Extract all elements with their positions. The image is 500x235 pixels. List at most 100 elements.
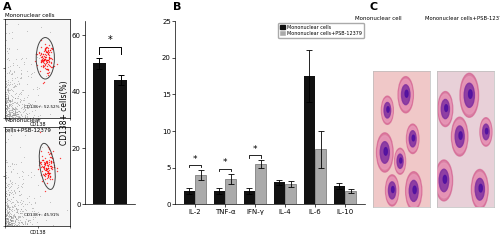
Circle shape bbox=[402, 85, 410, 105]
Point bbox=[22, 207, 30, 211]
Point bbox=[46, 174, 54, 178]
Point bbox=[8, 72, 16, 76]
Point bbox=[6, 188, 14, 192]
Point bbox=[4, 223, 12, 227]
Point bbox=[46, 155, 54, 159]
Point bbox=[10, 92, 18, 96]
Point bbox=[42, 59, 50, 63]
Point bbox=[2, 43, 10, 47]
Point bbox=[6, 211, 14, 214]
Point bbox=[46, 175, 54, 179]
Circle shape bbox=[394, 148, 406, 174]
Point bbox=[16, 190, 24, 193]
Point bbox=[9, 167, 17, 171]
Point bbox=[10, 113, 18, 117]
Point bbox=[6, 220, 14, 224]
Point bbox=[6, 98, 14, 102]
Point bbox=[14, 211, 22, 215]
Point bbox=[2, 176, 10, 180]
Point bbox=[4, 89, 12, 92]
Point bbox=[6, 185, 14, 188]
Point bbox=[11, 110, 19, 113]
Point bbox=[7, 169, 15, 173]
Point bbox=[38, 179, 46, 183]
Point bbox=[6, 222, 14, 226]
Bar bbox=[184, 191, 195, 204]
Point bbox=[46, 112, 54, 116]
Point bbox=[41, 161, 49, 164]
Point bbox=[7, 218, 15, 222]
Point bbox=[36, 130, 44, 134]
Point bbox=[40, 47, 48, 51]
Point bbox=[11, 113, 19, 117]
Point bbox=[18, 183, 26, 186]
Point bbox=[44, 174, 52, 177]
Point bbox=[40, 64, 48, 68]
Point bbox=[6, 104, 14, 108]
Point bbox=[8, 204, 16, 208]
Point bbox=[6, 207, 14, 211]
Point bbox=[16, 91, 24, 95]
Point bbox=[2, 97, 10, 100]
Point bbox=[8, 88, 16, 92]
Point bbox=[6, 220, 14, 224]
Point bbox=[44, 166, 52, 170]
Point bbox=[38, 60, 46, 63]
Circle shape bbox=[382, 96, 394, 124]
Point bbox=[3, 106, 11, 110]
Point bbox=[46, 171, 54, 174]
Point bbox=[41, 47, 49, 51]
Point bbox=[50, 163, 58, 167]
Point bbox=[17, 58, 25, 61]
Point bbox=[6, 110, 14, 114]
Point bbox=[5, 100, 13, 103]
Point bbox=[8, 218, 16, 222]
Point bbox=[4, 47, 12, 50]
Point bbox=[2, 107, 10, 111]
Point bbox=[8, 104, 16, 108]
Point bbox=[2, 82, 10, 85]
Point bbox=[41, 172, 49, 176]
Point bbox=[4, 106, 12, 110]
Point bbox=[1, 221, 9, 225]
Text: CD138+: 45.91%: CD138+: 45.91% bbox=[24, 213, 60, 217]
Point bbox=[11, 111, 19, 115]
Point bbox=[9, 200, 17, 204]
Point bbox=[43, 51, 51, 54]
Point bbox=[2, 185, 10, 189]
Point bbox=[8, 216, 16, 220]
Point bbox=[10, 69, 18, 73]
Point bbox=[6, 205, 14, 208]
Point bbox=[46, 200, 54, 204]
Point bbox=[38, 54, 46, 58]
Point bbox=[14, 220, 22, 223]
Point bbox=[2, 90, 10, 94]
Point bbox=[4, 96, 12, 100]
Point bbox=[3, 212, 11, 215]
Point bbox=[2, 219, 10, 223]
Point bbox=[14, 203, 22, 207]
Point bbox=[2, 223, 10, 227]
Point bbox=[44, 51, 52, 55]
Point bbox=[23, 69, 31, 73]
Point bbox=[44, 56, 52, 60]
Point bbox=[8, 223, 16, 227]
Point bbox=[1, 221, 9, 225]
Point bbox=[16, 115, 24, 118]
Point bbox=[4, 175, 12, 179]
Point bbox=[2, 176, 10, 179]
Point bbox=[2, 221, 10, 225]
Point bbox=[4, 88, 12, 92]
Point bbox=[36, 60, 44, 64]
Point bbox=[44, 158, 52, 162]
Point bbox=[44, 147, 52, 151]
Point bbox=[46, 174, 54, 178]
Point bbox=[4, 98, 12, 102]
Point bbox=[20, 98, 28, 102]
Bar bbox=[225, 179, 236, 204]
Point bbox=[4, 183, 12, 187]
Point bbox=[4, 66, 12, 69]
Point bbox=[7, 216, 15, 220]
Point bbox=[4, 212, 12, 215]
Point bbox=[36, 59, 44, 63]
